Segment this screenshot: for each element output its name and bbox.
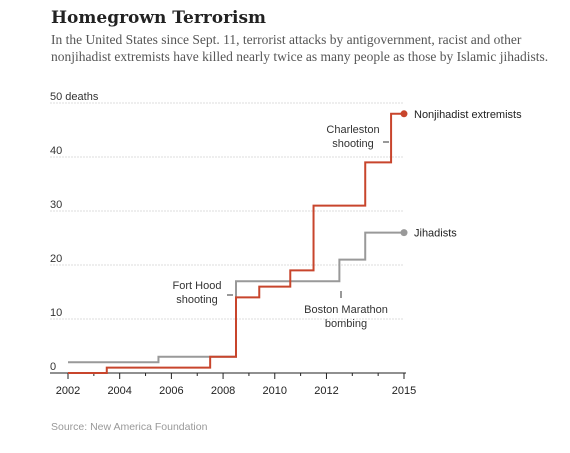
chart-title: Homegrown Terrorism bbox=[51, 8, 267, 28]
x-tick-label-2006: 2006 bbox=[159, 385, 183, 397]
annotation-charleston-line2: shooting bbox=[332, 138, 374, 150]
x-tick-label-2004: 2004 bbox=[107, 385, 131, 397]
source-note: Source: New America Foundation bbox=[51, 421, 208, 433]
y-tick-label-10: 10 bbox=[50, 307, 62, 319]
chart-subtitle: In the United States since Sept. 11, ter… bbox=[51, 32, 549, 64]
y-tick-label-0: 0 bbox=[50, 361, 56, 373]
series-lines bbox=[68, 110, 408, 374]
y-tick-label-30: 30 bbox=[50, 199, 62, 211]
series-labels: Jihadists Nonjihadist extremists bbox=[414, 109, 522, 240]
x-tick-label-2015: 2015 bbox=[392, 385, 416, 397]
x-axis: 2002 2004 2006 2008 2010 2012 2015 bbox=[50, 372, 416, 397]
gridlines: 0 10 20 30 40 50 deaths bbox=[50, 91, 404, 373]
series-label-1: Jihadists bbox=[414, 228, 457, 240]
annotation-forthood-line1: Fort Hood bbox=[173, 280, 222, 292]
series-endpoint-0 bbox=[400, 110, 408, 118]
x-tick-label-2012: 2012 bbox=[314, 385, 338, 397]
y-tick-label-50: 50 deaths bbox=[50, 91, 99, 103]
series-endpoint-1 bbox=[400, 229, 408, 237]
x-tick-label-2008: 2008 bbox=[211, 385, 235, 397]
annotation-charleston-line1: Charleston bbox=[326, 124, 379, 136]
annotations: Charleston shooting Fort Hood shooting Bosto… bbox=[173, 124, 389, 330]
annotation-forthood-line2: shooting bbox=[176, 294, 218, 306]
series-line-0 bbox=[68, 112, 404, 374]
series-line-1 bbox=[68, 231, 404, 364]
x-tick-label-2002: 2002 bbox=[56, 385, 80, 397]
y-tick-label-20: 20 bbox=[50, 253, 62, 265]
x-tick-label-2010: 2010 bbox=[263, 385, 287, 397]
annotation-boston-line1: Boston Marathon bbox=[304, 304, 388, 316]
series-label-0: Nonjihadist extremists bbox=[414, 109, 522, 121]
y-tick-label-40: 40 bbox=[50, 145, 62, 157]
annotation-boston-line2: bombing bbox=[325, 318, 367, 330]
